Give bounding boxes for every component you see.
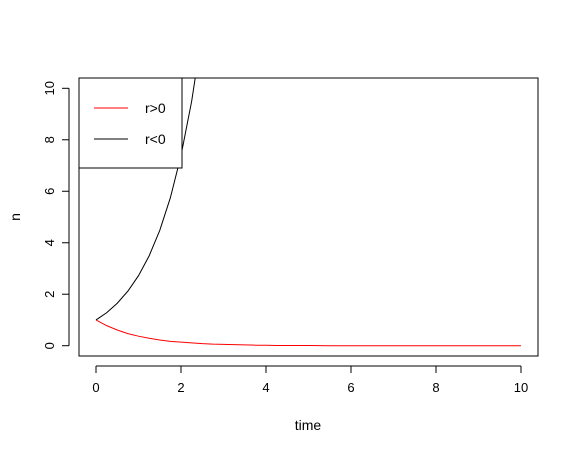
x-tick-label: 8 (432, 380, 439, 395)
x-tick-label: 2 (177, 380, 184, 395)
series-line-r-neg (95, 78, 196, 321)
x-tick-label: 6 (347, 380, 354, 395)
x-tick-label: 4 (262, 380, 269, 395)
y-tick-label: 6 (42, 188, 57, 195)
y-tick-label: 10 (42, 81, 57, 95)
x-tick-label: 0 (92, 380, 99, 395)
y-axis-title: n (7, 213, 23, 221)
x-tick-label: 10 (514, 380, 528, 395)
legend: r>0 r<0 (78, 77, 183, 169)
x-axis: 0 2 4 6 8 10 (92, 365, 528, 395)
legend-label-r-neg: r<0 (145, 131, 166, 147)
y-tick-label: 8 (42, 136, 57, 143)
y-tick-label: 0 (42, 342, 57, 349)
y-tick-label: 4 (42, 239, 57, 246)
y-axis: 0 2 4 6 8 10 (42, 81, 70, 349)
legend-box (78, 77, 183, 169)
x-axis-title: time (295, 417, 322, 433)
series-layer (95, 78, 521, 347)
series-line-r-pos (95, 319, 521, 347)
y-tick-label: 2 (42, 291, 57, 298)
legend-label-r-pos: r>0 (145, 100, 166, 116)
plot-frame (78, 77, 539, 357)
